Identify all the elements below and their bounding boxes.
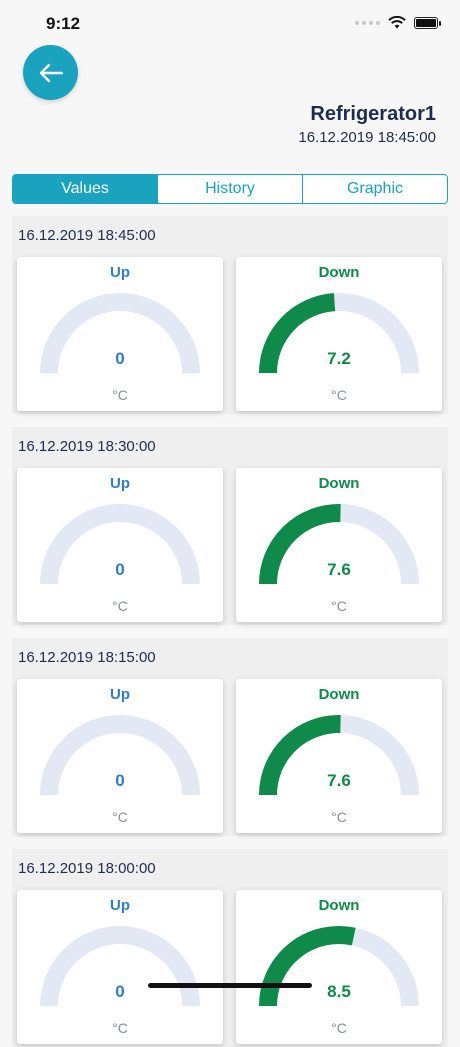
- back-button[interactable]: [23, 45, 78, 100]
- gauge-track: [40, 715, 200, 796]
- gauge-value: 0: [115, 982, 125, 1001]
- gauge-title: Up: [110, 475, 130, 492]
- gauge-title: Down: [318, 264, 360, 281]
- gauge-fill: [259, 715, 341, 796]
- down-gauge-card: Down 7.6 °C: [236, 679, 442, 833]
- status-icons: [355, 16, 441, 29]
- gauge-unit: °C: [112, 387, 128, 403]
- status-time: 9:12: [46, 14, 81, 33]
- gauge-unit: °C: [331, 598, 347, 614]
- device-name: Refrigerator1: [310, 103, 436, 125]
- gauge-value: 7.6: [327, 560, 351, 579]
- tab-graphic[interactable]: Graphic: [302, 175, 447, 203]
- segmented-tabs: Values History Graphic: [12, 174, 448, 204]
- home-indicator: [148, 983, 312, 988]
- gauge-fill: [259, 293, 336, 374]
- gauge-title: Up: [110, 686, 130, 703]
- gauge-unit: °C: [112, 809, 128, 825]
- up-gauge: [40, 715, 200, 796]
- gauge-value: 0: [115, 560, 125, 579]
- up-gauge-card: Up 0 °C: [17, 679, 223, 833]
- header-timestamp: 16.12.2019 18:45:00: [298, 129, 436, 146]
- reading-item: 16.12.2019 18:30:00 Up 0 °C Down 7.6 °C: [12, 427, 448, 625]
- reading-timestamp: 16.12.2019 18:30:00: [18, 438, 156, 455]
- gauge-value: 0: [115, 771, 125, 790]
- up-gauge: [40, 504, 200, 585]
- tab-values[interactable]: Values: [13, 175, 157, 203]
- gauge-title: Up: [110, 897, 130, 914]
- down-gauge: [259, 715, 419, 796]
- gauge-unit: °C: [112, 598, 128, 614]
- gauge-unit: °C: [112, 1020, 128, 1036]
- gauge-fill: [259, 504, 341, 585]
- gauge-fill: [259, 926, 356, 1007]
- gauge-track: [40, 504, 200, 585]
- down-gauge-card: Down 7.2 °C: [236, 257, 442, 411]
- gauge-value: 7.2: [327, 349, 351, 368]
- gauge-track: [40, 926, 200, 1007]
- gauge-title: Down: [318, 897, 360, 914]
- device-header: Refrigerator1 16.12.2019 18:45:00: [298, 103, 436, 146]
- gauge-title: Up: [110, 264, 130, 281]
- up-gauge-card: Up 0 °C: [17, 468, 223, 622]
- reading-timestamp: 16.12.2019 18:00:00: [18, 860, 156, 877]
- down-gauge: [259, 293, 419, 374]
- gauge-unit: °C: [331, 1020, 347, 1036]
- gauge-value: 0: [115, 349, 125, 368]
- up-gauge: [40, 293, 200, 374]
- signal-icon: [355, 20, 380, 25]
- reading-timestamp: 16.12.2019 18:45:00: [18, 227, 156, 244]
- gauge-title: Down: [318, 475, 360, 492]
- gauge-track: [40, 293, 200, 374]
- reading-item: 16.12.2019 18:45:00 Up 0 °C Down 7.2 °C: [12, 216, 448, 414]
- gauge-title: Down: [318, 686, 360, 703]
- down-gauge: [259, 926, 419, 1007]
- battery-icon: [414, 16, 441, 29]
- reading-item: 16.12.2019 18:00:00 Up 0 °C Down 8.5 °C: [12, 849, 448, 1047]
- arrow-left-icon: [39, 63, 63, 82]
- up-gauge: [40, 926, 200, 1007]
- tab-history[interactable]: History: [157, 175, 302, 203]
- wifi-icon: [388, 16, 406, 29]
- down-gauge-card: Down 8.5 °C: [236, 890, 442, 1044]
- gauge-unit: °C: [331, 387, 347, 403]
- reading-item: 16.12.2019 18:15:00 Up 0 °C Down 7.6 °C: [12, 638, 448, 836]
- status-bar: 9:12: [0, 0, 460, 48]
- gauge-unit: °C: [331, 809, 347, 825]
- up-gauge-card: Up 0 °C: [17, 890, 223, 1044]
- up-gauge-card: Up 0 °C: [17, 257, 223, 411]
- down-gauge: [259, 504, 419, 585]
- reading-timestamp: 16.12.2019 18:15:00: [18, 649, 156, 666]
- down-gauge-card: Down 7.6 °C: [236, 468, 442, 622]
- gauge-value: 7.6: [327, 771, 351, 790]
